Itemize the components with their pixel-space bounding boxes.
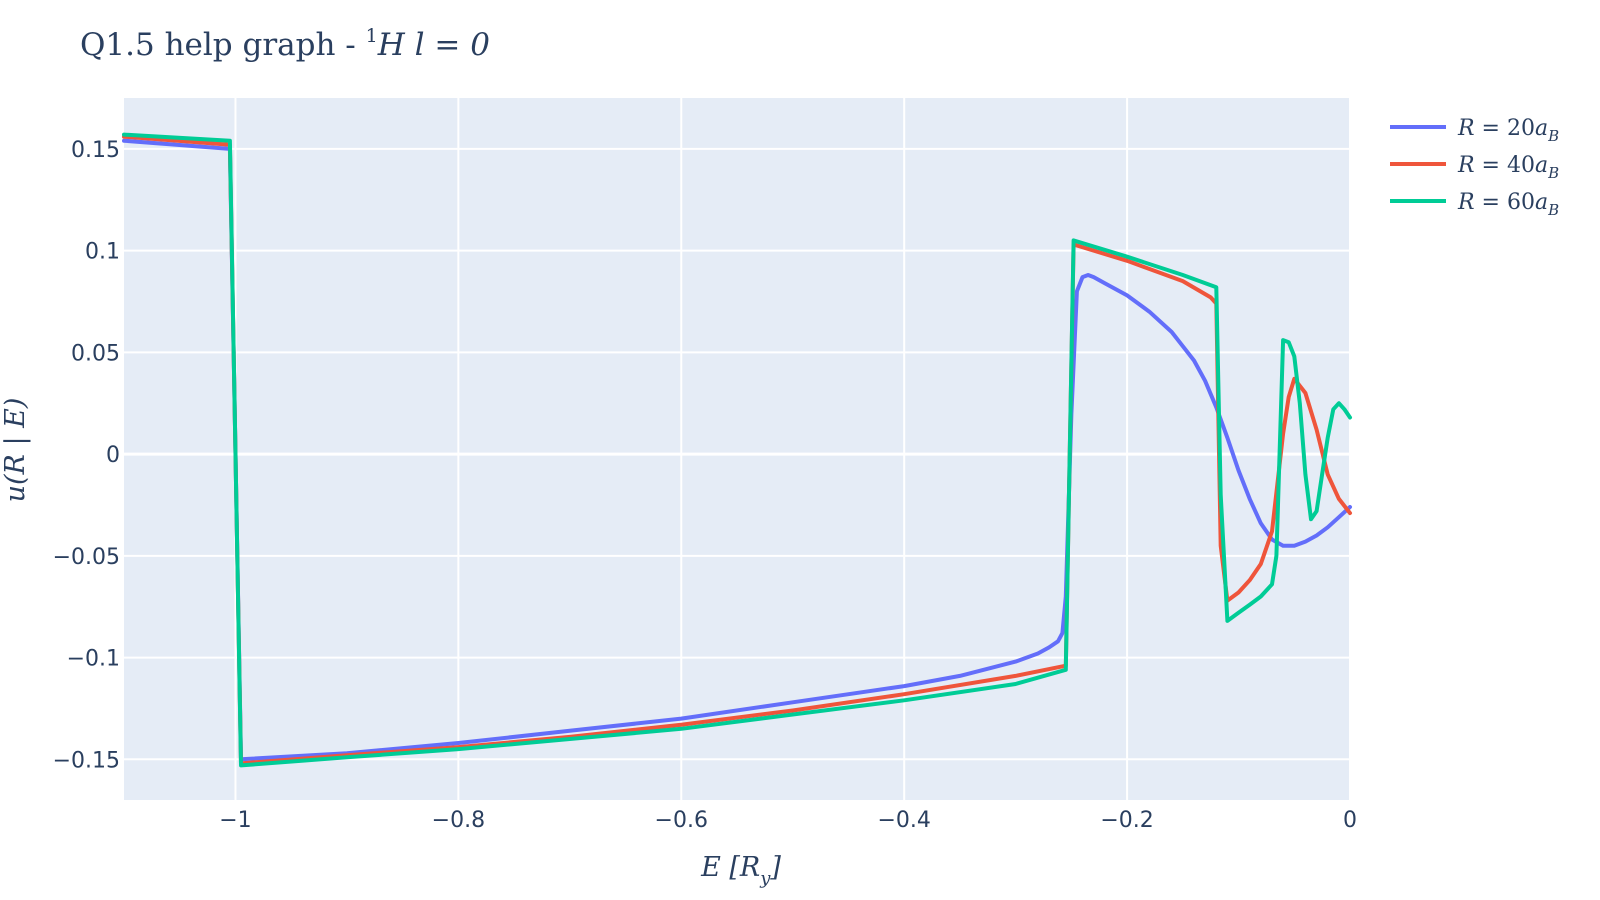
x-tick-labels: −1 −0.8 −0.6 −0.4 −0.2 0 [219,808,1357,833]
y-tick-labels: 0.15 0.1 0.05 0 −0.05 −0.1 −0.15 [53,138,120,773]
x-tick-label: −0.6 [655,808,708,833]
legend-item-r20[interactable]: R = 20aB [1390,116,1559,145]
legend-item-r60[interactable]: R = 60aB [1390,190,1559,219]
y-tick-label: 0.15 [71,138,120,163]
y-tick-label: −0.05 [53,545,120,570]
y-tick-label: −0.1 [67,647,120,672]
series-line-1 [122,138,1352,762]
legend-label: R = 20aB [1457,116,1559,145]
chart-title: Q1.5 help graph - 1H l = 0 [80,25,490,63]
x-tick-label: −1 [219,808,251,833]
y-axis-label: u(R | E) [0,398,31,503]
series-layer [122,132,1352,768]
x-tick-label: −0.2 [1100,808,1153,833]
x-tick-label: 0 [1343,808,1357,833]
x-tick-label: −0.4 [877,808,930,833]
series-line-3 [122,132,1352,768]
plot-area [124,98,1350,800]
y-tick-label: −0.15 [53,748,120,773]
y-tick-label: 0.05 [71,341,120,366]
gridlines [124,98,1351,800]
x-axis-label: E [Ry] [700,852,781,889]
legend-label: R = 60aB [1457,190,1559,219]
x-tick-label: −0.8 [432,808,485,833]
legend[interactable]: R = 20aB R = 40aB R = 60aB [1390,116,1559,219]
y-tick-label: 0.1 [85,240,120,265]
y-tick-label: 0 [106,443,120,468]
legend-label: R = 40aB [1457,153,1559,182]
legend-item-r40[interactable]: R = 40aB [1390,153,1559,182]
